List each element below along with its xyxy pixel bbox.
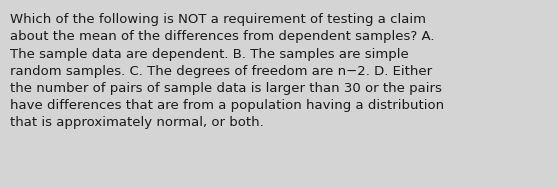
Text: Which of the following is NOT a requirement of testing a claim
about the mean of: Which of the following is NOT a requirem…: [10, 13, 444, 129]
